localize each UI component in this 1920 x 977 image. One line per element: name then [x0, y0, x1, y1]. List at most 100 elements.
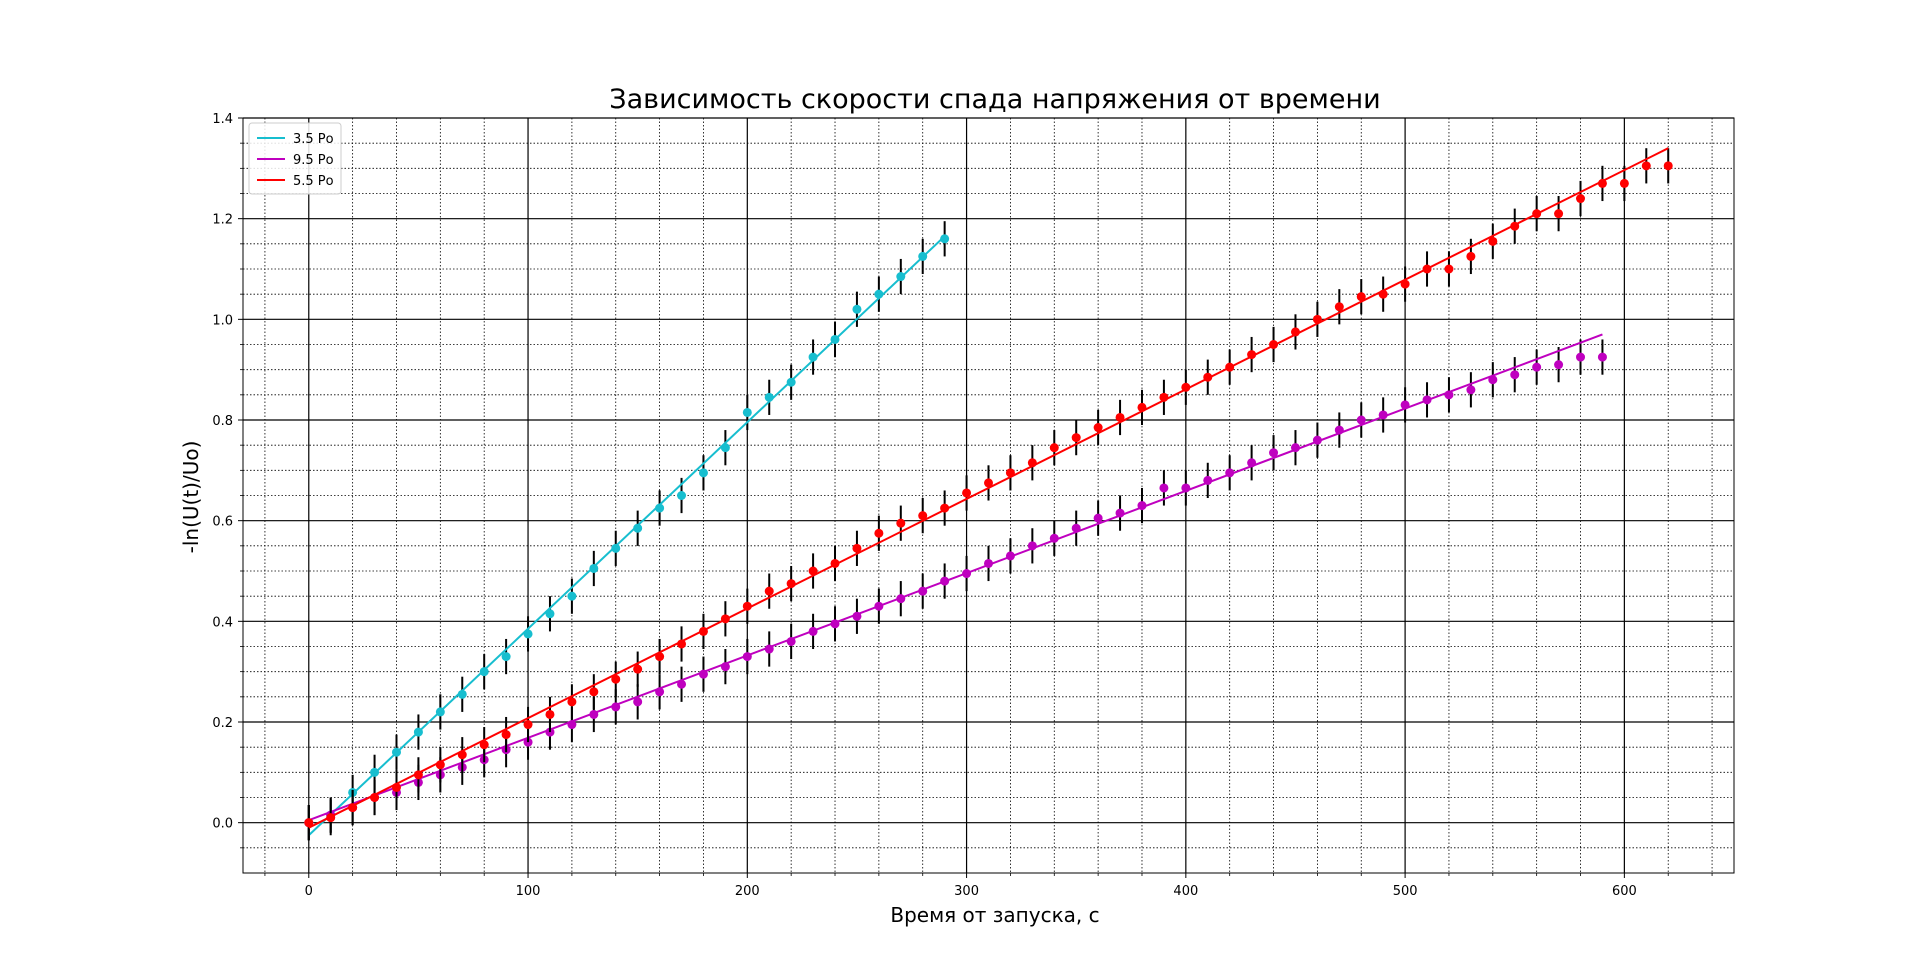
data-point	[1049, 443, 1059, 453]
data-point	[940, 234, 950, 244]
data-point	[764, 392, 774, 402]
data-point	[501, 652, 511, 662]
data-point	[370, 793, 380, 802]
data-point	[1334, 302, 1344, 312]
data-point	[633, 523, 643, 533]
data-point	[1159, 392, 1169, 402]
data-point	[611, 702, 621, 712]
data-point	[1422, 395, 1432, 405]
data-point	[830, 619, 840, 629]
series-3	[304, 147, 1673, 841]
data-point	[304, 818, 314, 828]
data-point	[655, 687, 665, 697]
data-point	[1027, 458, 1037, 468]
data-point	[698, 468, 708, 478]
data-point	[1225, 468, 1235, 478]
data-point	[1225, 362, 1235, 372]
data-point	[1137, 402, 1147, 412]
data-point	[984, 478, 993, 488]
data-point	[1269, 448, 1279, 458]
data-point	[1181, 483, 1191, 493]
data-point	[1378, 289, 1388, 299]
data-point	[764, 586, 774, 596]
data-point	[370, 767, 380, 777]
data-point	[589, 563, 599, 573]
legend: 3.5 Ро 9.5 Ро 5.5 Ро	[248, 122, 342, 195]
data-point	[1290, 327, 1300, 337]
data-point	[457, 689, 467, 699]
chart-title: Зависимость скорости спада напряжения от…	[609, 84, 1380, 115]
data-point	[479, 740, 489, 750]
data-point	[655, 503, 665, 513]
x-tick-label: 200	[735, 884, 760, 899]
data-point	[523, 629, 533, 639]
legend-box	[248, 122, 342, 195]
data-point	[677, 639, 687, 649]
data-point	[1488, 236, 1498, 246]
data-point	[1093, 513, 1103, 523]
data-point	[1466, 251, 1476, 261]
data-point	[1554, 209, 1564, 219]
data-point	[874, 289, 884, 299]
data-point	[1488, 375, 1498, 385]
data-point	[1597, 178, 1607, 188]
legend-label: 5.5 Ро	[293, 174, 334, 189]
data-point	[391, 782, 401, 792]
data-point	[808, 566, 818, 576]
data-point	[1444, 264, 1454, 274]
data-point	[786, 579, 796, 589]
data-point	[1115, 508, 1125, 518]
x-axis-label: Время от запуска, с	[890, 903, 1099, 927]
data-point	[1049, 533, 1059, 543]
data-point	[1312, 314, 1322, 324]
data-point	[1181, 382, 1191, 392]
data-point	[852, 611, 862, 621]
data-point	[457, 750, 467, 760]
data-point	[984, 558, 993, 568]
data-point	[940, 576, 950, 586]
data-point	[1005, 468, 1015, 478]
data-point	[567, 591, 577, 601]
data-point	[435, 707, 445, 717]
data-point	[1422, 264, 1432, 274]
data-point	[501, 730, 511, 740]
data-point	[698, 626, 708, 636]
data-point	[1247, 350, 1257, 360]
data-point	[1444, 390, 1454, 400]
y-tick-label: 1.2	[212, 213, 233, 228]
data-point	[545, 609, 555, 619]
data-point	[1290, 443, 1300, 453]
x-tick-label: 0	[305, 884, 313, 899]
data-point	[962, 569, 972, 579]
data-point	[1554, 360, 1564, 370]
data-point	[589, 687, 599, 697]
data-point	[1663, 161, 1673, 171]
data-point	[918, 511, 928, 521]
data-point	[1312, 435, 1322, 445]
data-point	[786, 377, 796, 387]
data-point	[742, 601, 752, 611]
fit-line	[308, 235, 946, 836]
x-tick-label: 600	[1612, 884, 1637, 899]
data-point	[1247, 458, 1257, 468]
data-point	[567, 697, 577, 707]
data-point	[1159, 483, 1169, 493]
data-point	[742, 407, 752, 417]
y-tick-label: 0.6	[212, 515, 233, 530]
y-tick-label: 1.4	[212, 112, 233, 127]
data-point	[874, 601, 884, 611]
data-point	[1356, 292, 1366, 302]
data-point	[896, 272, 906, 282]
data-point	[1576, 194, 1586, 204]
x-tick-label: 300	[954, 884, 979, 899]
data-point	[720, 443, 730, 453]
y-tick-label: 0.0	[212, 817, 233, 832]
data-point	[830, 334, 840, 344]
data-point	[435, 760, 445, 770]
data-point	[1203, 475, 1213, 485]
data-point	[1137, 501, 1147, 511]
data-point	[1334, 425, 1344, 435]
data-point	[830, 558, 840, 568]
data-point	[940, 503, 950, 513]
